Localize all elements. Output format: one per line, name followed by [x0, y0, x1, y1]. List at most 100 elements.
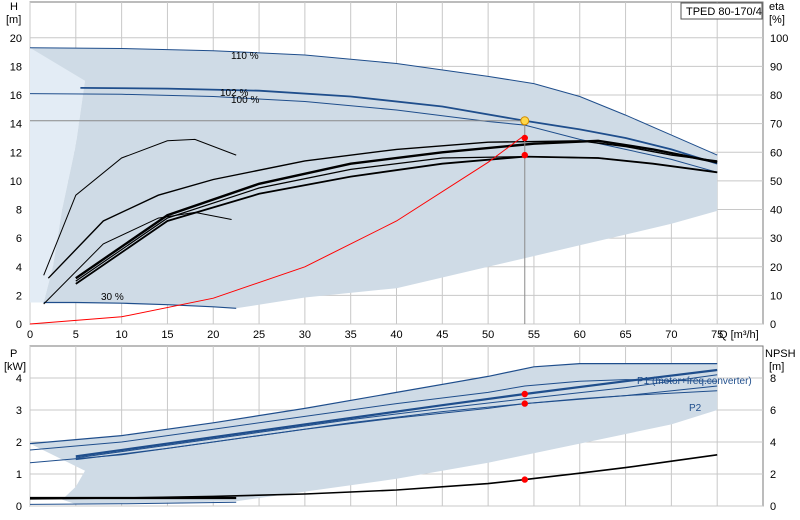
head-tick-9: 18 — [10, 61, 22, 73]
power-curves — [29, 363, 718, 505]
efficiency-curves — [43, 138, 718, 305]
power-curve-1 — [29, 379, 718, 451]
power-curve-0 — [29, 363, 718, 445]
flow-tick-4: 20 — [207, 329, 219, 341]
flow-tick-2: 10 — [116, 329, 128, 341]
flow-tick-9: 45 — [436, 329, 448, 341]
flow-tick-1: 5 — [73, 329, 79, 341]
eta-tick-10: 100 — [770, 33, 788, 45]
power-tick-labels: 0 1 2 3 4 0 2 4 6 8 — [16, 373, 776, 513]
head-range-shutoff — [30, 47, 85, 303]
flow-tick-5: 25 — [253, 329, 265, 341]
eta-tick-5: 50 — [770, 176, 782, 188]
power-marker-0 — [521, 390, 528, 398]
eta-tick-0: 0 — [770, 319, 776, 331]
head-tick-labels: 0 5 10 15 20 25 30 35 40 45 50 55 60 65 70 75 0 2 4 6 8 10 12 1… — [10, 33, 789, 341]
npsh-tick-2: 4 — [770, 437, 776, 449]
flow-tick-7: 35 — [345, 329, 357, 341]
efficiency-curve-1 — [75, 139, 718, 280]
head-axis-unit: [m] — [6, 14, 21, 26]
npsh-tick-0: 0 — [770, 501, 776, 513]
duty-point-lines — [30, 116, 530, 324]
eta-tick-7: 70 — [770, 119, 782, 131]
power-tick-2: 2 — [16, 437, 22, 449]
head-axis-title: H — [10, 1, 18, 13]
npsh-curve — [29, 454, 718, 500]
flow-axis-label: Q [m³/h] — [719, 329, 759, 341]
npsh-tick-3: 6 — [770, 405, 776, 417]
power-axis-unit: [kW] — [4, 361, 26, 373]
efficiency-curve-0 — [47, 140, 718, 279]
curve-label-102: 102 % — [220, 88, 248, 99]
power-axis-title: P — [10, 348, 17, 360]
flow-tick-6: 30 — [299, 329, 311, 341]
p2-curve-label: P2 — [689, 403, 702, 414]
power-curve-2 — [75, 368, 718, 458]
eta-tick-9: 90 — [770, 61, 782, 73]
head-tick-10: 20 — [10, 33, 22, 45]
head-curve-1 — [80, 87, 718, 165]
power-tick-0: 0 — [16, 501, 22, 513]
flow-tick-0: 0 — [27, 329, 33, 341]
p1-curve-label: P1 (motor+freq.converter) — [637, 376, 752, 387]
power-range — [30, 363, 718, 505]
head-tick-3: 6 — [16, 233, 22, 245]
power-curve-3 — [75, 374, 718, 459]
head-marker-0 — [521, 134, 528, 142]
flow-tick-10: 50 — [482, 329, 494, 341]
flow-tick-13: 65 — [619, 329, 631, 341]
eta-tick-8: 80 — [770, 90, 782, 102]
power-duty-line — [521, 390, 528, 483]
power-curve-7 — [29, 501, 237, 505]
head-curve-0 — [29, 47, 718, 156]
power-panel: 0 1 2 3 4 0 2 4 6 8 P [kW] NPSH [m] P1 (motor+fre… — [4, 345, 796, 513]
eta-tick-2: 20 — [770, 262, 782, 274]
head-tick-4: 8 — [16, 205, 22, 217]
head-marker-1 — [521, 151, 528, 159]
eta-tick-1: 10 — [770, 290, 782, 302]
eta-tick-3: 30 — [770, 233, 782, 245]
eta-tick-4: 40 — [770, 205, 782, 217]
head-tick-0: 0 — [16, 319, 22, 331]
power-marker-2 — [521, 476, 528, 483]
power-tick-3: 3 — [16, 405, 22, 417]
npsh-tick-1: 2 — [770, 469, 776, 481]
eta-axis-unit: [%] — [769, 14, 785, 26]
eta-axis-title: eta — [769, 1, 785, 13]
head-tick-8: 16 — [10, 90, 22, 102]
efficiency-curve-3 — [75, 155, 718, 285]
flow-tick-8: 40 — [390, 329, 402, 341]
head-range-area — [30, 47, 718, 309]
head-curve-2 — [29, 93, 718, 173]
flow-tick-14: 70 — [665, 329, 677, 341]
flow-tick-12: 60 — [574, 329, 586, 341]
head-tick-5: 10 — [10, 176, 22, 188]
head-curves — [29, 47, 718, 309]
power-curve-5 — [29, 390, 718, 464]
curve-label-100: 100 % — [231, 95, 259, 106]
curve-label-30: 30 % — [101, 292, 124, 303]
duty-point-marker — [520, 116, 530, 126]
power-range-area — [30, 363, 718, 505]
npsh-curve-line — [29, 454, 718, 500]
power-tick-4: 4 — [16, 373, 22, 385]
model-label: TPED 80-170/4 — [686, 6, 762, 18]
system-curve — [29, 134, 526, 325]
head-curve-3 — [43, 301, 237, 309]
eta-tick-6: 60 — [770, 147, 782, 159]
model-label-box — [680, 2, 763, 20]
system-curve-line — [29, 134, 526, 325]
head-tick-1: 2 — [16, 290, 22, 302]
curve-label-110: 110 % — [231, 51, 259, 62]
efficiency-curve-5 — [43, 138, 237, 276]
flow-tick-3: 15 — [161, 329, 173, 341]
power-tick-1: 1 — [16, 469, 22, 481]
flow-tick-15: 75 — [711, 329, 723, 341]
head-tick-7: 14 — [10, 119, 22, 131]
power-marker-1 — [521, 400, 528, 407]
npsh-tick-4: 8 — [770, 373, 776, 385]
npsh-axis-title: NPSH — [765, 348, 796, 360]
head-tick-2: 4 — [16, 262, 22, 274]
head-tick-6: 12 — [10, 147, 22, 159]
